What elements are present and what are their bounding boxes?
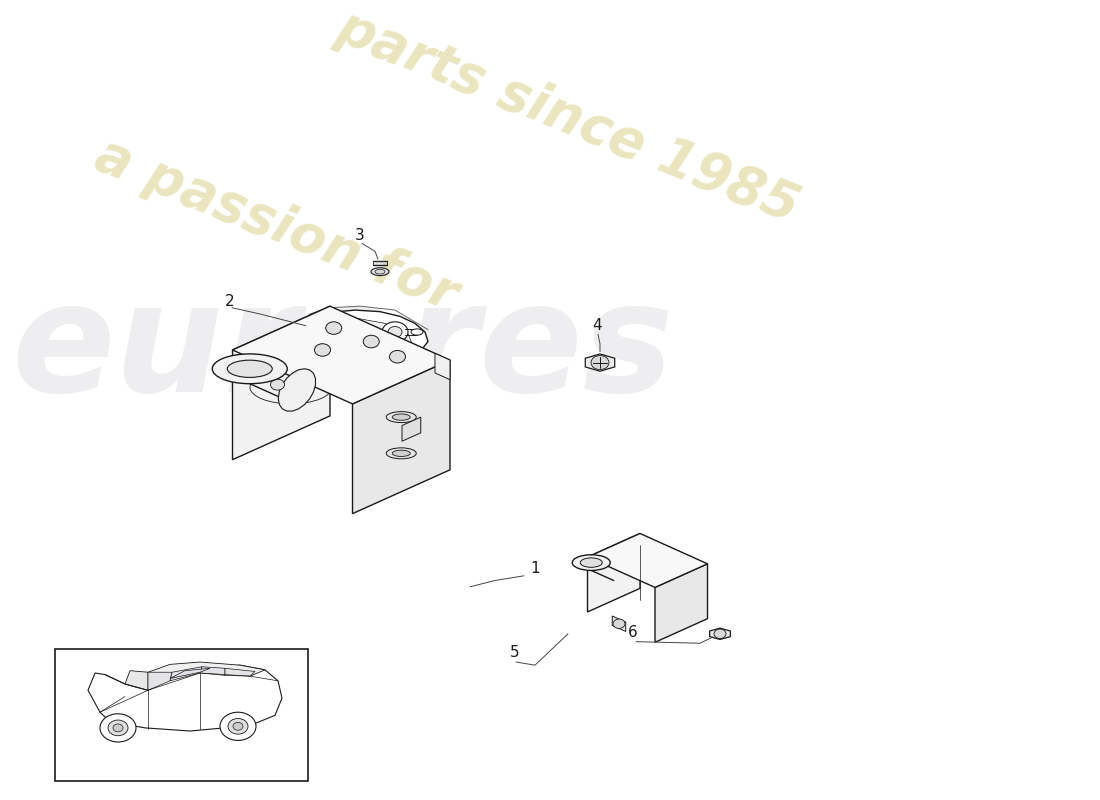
Polygon shape — [88, 665, 282, 731]
Ellipse shape — [595, 565, 632, 581]
Ellipse shape — [253, 373, 329, 402]
Circle shape — [233, 722, 243, 730]
Polygon shape — [226, 668, 255, 676]
Text: parts since 1985: parts since 1985 — [330, 1, 807, 234]
Circle shape — [108, 720, 128, 736]
Circle shape — [113, 724, 123, 732]
Circle shape — [228, 718, 248, 734]
Ellipse shape — [393, 414, 410, 420]
Circle shape — [613, 619, 625, 629]
Ellipse shape — [386, 412, 416, 422]
Text: 6: 6 — [628, 625, 638, 640]
Ellipse shape — [228, 360, 273, 378]
Ellipse shape — [581, 558, 603, 567]
Ellipse shape — [371, 268, 389, 275]
Circle shape — [591, 355, 609, 370]
Text: 5: 5 — [510, 646, 519, 660]
Polygon shape — [200, 666, 225, 675]
Circle shape — [220, 712, 256, 741]
Text: 3: 3 — [355, 227, 365, 242]
Ellipse shape — [572, 554, 610, 570]
Circle shape — [389, 350, 406, 363]
Polygon shape — [125, 670, 148, 690]
Circle shape — [363, 335, 379, 348]
Circle shape — [326, 322, 342, 334]
Polygon shape — [585, 354, 615, 371]
Circle shape — [311, 330, 324, 341]
Polygon shape — [148, 662, 265, 690]
Text: 2: 2 — [226, 294, 234, 309]
Ellipse shape — [411, 329, 424, 335]
Polygon shape — [278, 369, 316, 411]
Circle shape — [382, 322, 408, 342]
Ellipse shape — [386, 448, 416, 459]
Text: 4: 4 — [592, 318, 602, 333]
Ellipse shape — [212, 354, 287, 384]
Polygon shape — [305, 318, 412, 350]
Ellipse shape — [393, 450, 410, 457]
Circle shape — [100, 714, 136, 742]
Text: eurores: eurores — [11, 275, 673, 424]
Ellipse shape — [375, 270, 385, 274]
Text: 1: 1 — [530, 561, 540, 576]
Polygon shape — [710, 628, 730, 639]
Polygon shape — [170, 668, 210, 678]
Polygon shape — [587, 534, 707, 587]
Polygon shape — [148, 672, 172, 690]
Polygon shape — [232, 306, 450, 404]
Circle shape — [305, 325, 331, 346]
Ellipse shape — [334, 332, 346, 338]
Circle shape — [315, 344, 330, 356]
Polygon shape — [296, 310, 428, 353]
Circle shape — [714, 629, 726, 638]
Polygon shape — [402, 417, 420, 442]
Text: a passion for: a passion for — [88, 129, 465, 322]
Polygon shape — [434, 354, 450, 380]
Polygon shape — [587, 534, 640, 612]
Polygon shape — [613, 616, 626, 631]
Circle shape — [388, 326, 401, 338]
Polygon shape — [232, 306, 330, 460]
Circle shape — [271, 379, 285, 390]
Polygon shape — [654, 564, 707, 642]
Bar — [55, 650, 308, 781]
Polygon shape — [352, 360, 450, 514]
Polygon shape — [170, 666, 202, 681]
